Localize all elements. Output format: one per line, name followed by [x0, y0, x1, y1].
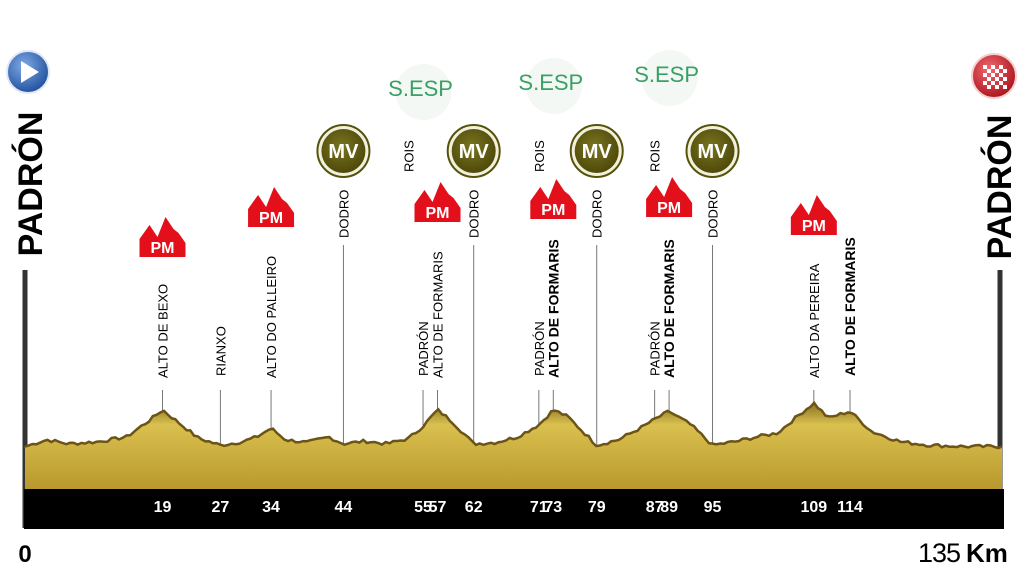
km-label: 95: [704, 499, 722, 516]
point-name-label: PADRÓN: [416, 321, 431, 376]
point-name-label: ALTO DE FORMARIS: [842, 237, 858, 376]
pm-badge-label: PM: [657, 200, 681, 217]
mv-badge-label: MV: [328, 141, 359, 163]
point-name-label: DODRO: [706, 190, 721, 238]
km-label: 19: [154, 499, 172, 516]
point-name-label: DODRO: [336, 190, 351, 238]
sprint-label: S.ESP: [388, 76, 453, 101]
axis-unit: Km: [966, 538, 1008, 568]
mv-badge: MV: [446, 124, 501, 178]
pm-badge-label: PM: [541, 202, 565, 219]
mv-badge-label: MV: [582, 141, 613, 163]
km-axis-strip: [24, 489, 1004, 529]
pm-mountain-icon: [646, 177, 693, 217]
point-name-label: DODRO: [467, 190, 482, 238]
sprint-location-label: ROIS: [648, 140, 663, 172]
km-label: 109: [800, 499, 827, 516]
km-label: 34: [262, 499, 280, 516]
sprints: S.ESP S.ESP S.ESP: [388, 50, 699, 120]
km-label: 55: [414, 499, 432, 516]
point-labels: ALTO DE BEXO RIANXO ALTO DO PALLEIRO DODRO P…: [156, 140, 859, 378]
km-label: 79: [588, 499, 606, 516]
pm-mountain-icon: [248, 187, 295, 227]
sprint-label: S.ESP: [518, 70, 583, 95]
pm-badge: PM: [248, 187, 295, 227]
km-label: 44: [335, 499, 353, 516]
mv-badge-label: MV: [459, 141, 490, 163]
km-label: 62: [465, 499, 483, 516]
sprint-halo: [525, 58, 582, 114]
sprint-halo: [395, 64, 452, 120]
axis-end-km: 135: [918, 538, 960, 568]
pm-badge-label: PM: [259, 210, 283, 227]
point-name-label: ALTO DA PEREIRA: [807, 263, 822, 378]
sprint-location-label: ROIS: [402, 140, 417, 172]
point-name-label: ALTO DE FORMARIS: [545, 239, 561, 378]
axis-start-km: 0: [18, 541, 31, 568]
point-name-label: ALTO DO PALLEIRO: [264, 256, 279, 378]
point-name-label: ALTO DE BEXO: [156, 284, 171, 378]
sprint-location-label: ROIS: [532, 140, 547, 172]
finish-location-label: PADRÓN: [981, 115, 1019, 260]
km-label: 57: [429, 499, 447, 516]
km-label: 27: [212, 499, 230, 516]
pm-badge-label: PM: [426, 205, 450, 222]
start-play-icon: [6, 50, 50, 94]
pm-badge-label: PM: [802, 218, 826, 235]
point-name-label: RIANXO: [213, 326, 228, 376]
mv-badge: MV: [685, 124, 740, 178]
point-name-label: PADRÓN: [648, 321, 663, 376]
km-label: 87: [646, 499, 664, 516]
finish-flag-icon: [971, 53, 1017, 99]
point-name-label: PADRÓN: [532, 321, 547, 376]
pm-badge: PM: [646, 177, 693, 217]
pm-badge: PM: [790, 195, 837, 235]
sprint-halo: [641, 50, 698, 106]
sprint-label: S.ESP: [634, 62, 699, 87]
start-location-label: PADRÓN: [12, 112, 50, 257]
pm-badge: PM: [139, 217, 186, 257]
pm-mountain-icon: [530, 179, 577, 219]
pm-mountain-icon: [414, 182, 461, 222]
point-name-label: ALTO DE FORMARIS: [431, 251, 446, 378]
km-label: 73: [544, 499, 562, 516]
terrain-profile: [23, 400, 1003, 490]
mv-badge: MV: [569, 124, 624, 178]
point-name-label: ALTO DE FORMARIS: [661, 239, 677, 378]
pm-mountain-icon: [139, 217, 186, 257]
mv-badge-label: MV: [698, 141, 729, 163]
point-name-label: DODRO: [590, 190, 605, 238]
km-label: 89: [660, 499, 678, 516]
km-label: 114: [837, 499, 863, 516]
pm-badge: PM: [530, 179, 577, 219]
km-label: 71: [530, 499, 548, 516]
pm-badge: PM: [414, 182, 461, 222]
pm-badge-label: PM: [151, 240, 175, 257]
terrain-outline: [23, 400, 1003, 450]
mv-badge: MV: [316, 124, 371, 178]
badges: MV MV MV MV PM PM PM PM PM PM: [139, 124, 837, 257]
pm-mountain-icon: [790, 195, 837, 235]
terrain-area: [25, 402, 1002, 490]
